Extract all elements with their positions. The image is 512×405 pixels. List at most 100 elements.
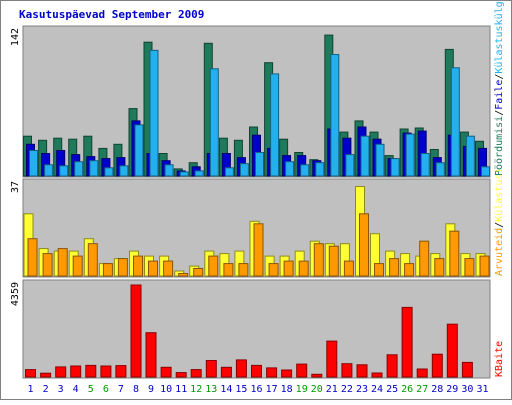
bar-Külastuskülgi-day-16 xyxy=(255,152,264,177)
bar-Arvuteid-day-24 xyxy=(374,263,384,277)
x-label-day-29: 29 xyxy=(446,384,458,395)
bar-Arvuteid-day-10 xyxy=(163,260,174,277)
bar-KBaite-day-28 xyxy=(431,353,443,378)
bar-Külastuskülgi-day-21 xyxy=(330,54,340,177)
bar-KBaite-day-14 xyxy=(220,366,232,378)
chart-panels: 142Pöördumisi/Faile/Külastuskülgi37Arvut… xyxy=(10,0,505,379)
bar-Arvuteid-day-14 xyxy=(223,263,234,277)
bar-Arvuteid-day-6 xyxy=(102,263,113,277)
bar-Külastuskülgi-day-4 xyxy=(74,161,84,177)
x-label-day-23: 23 xyxy=(356,384,368,395)
bar-Külastuskülgi-day-10 xyxy=(164,164,174,177)
bar-Arvuteid-day-20 xyxy=(313,243,324,277)
legend-Külastuskülgi: Külastuskülgi xyxy=(494,0,505,74)
bar-Arvuteid-day-9 xyxy=(148,260,158,277)
bar-Külastuskülgi-day-7 xyxy=(119,165,129,177)
bar-KBaite-day-6 xyxy=(100,365,112,378)
x-label-day-31: 31 xyxy=(476,384,488,395)
x-label-day-1: 1 xyxy=(27,384,33,395)
x-label-day-20: 20 xyxy=(311,384,323,395)
bar-Arvuteid-day-1 xyxy=(27,238,38,277)
bar-Arvuteid-day-22 xyxy=(343,260,354,277)
bar-Arvuteid-day-31 xyxy=(479,255,490,277)
series-KBaite xyxy=(25,284,473,378)
bar-Arvuteid-day-30 xyxy=(464,258,475,277)
legend-separator: / xyxy=(494,74,505,80)
bar-Arvuteid-day-27 xyxy=(419,240,430,277)
series-Arvuteid xyxy=(27,213,490,277)
bar-Külastuskülgi-day-5 xyxy=(89,160,99,177)
bar-Arvuteid-day-2 xyxy=(42,253,53,277)
bar-Arvuteid-day-23 xyxy=(359,213,369,277)
bar-KBaite-day-22 xyxy=(341,363,353,378)
bar-KBaite-day-27 xyxy=(416,368,428,378)
bar-Arvuteid-day-19 xyxy=(298,260,309,277)
panel-kbytes-background xyxy=(22,279,491,379)
x-label-day-10: 10 xyxy=(160,384,172,395)
bar-KBaite-day-9 xyxy=(145,332,157,378)
bar-Arvuteid-day-12 xyxy=(193,268,204,277)
bar-Külastuskülgi-day-24 xyxy=(375,143,385,177)
x-label-day-30: 30 xyxy=(461,384,473,395)
bar-Külastuskülgi-day-15 xyxy=(239,163,249,177)
bar-Külastuskülgi-day-27 xyxy=(420,153,430,177)
bar-Arvuteid-day-29 xyxy=(449,230,460,277)
bar-Külastuskülgi-day-11 xyxy=(179,171,189,177)
bar-KBaite-day-13 xyxy=(205,360,217,378)
bar-Külastuskülgi-day-3 xyxy=(59,165,69,177)
bar-Külastuskülgi-day-31 xyxy=(481,166,490,177)
bar-Arvuteid-day-15 xyxy=(238,263,249,277)
bar-Arvuteid-day-8 xyxy=(133,255,143,277)
bar-Arvuteid-day-17 xyxy=(268,263,279,277)
bar-Arvuteid-day-16 xyxy=(253,223,264,277)
x-label-day-28: 28 xyxy=(431,384,443,395)
panel-kbytes-ymax-label: 4359 xyxy=(10,282,21,306)
bar-Külastuskülgi-day-30 xyxy=(465,135,475,177)
bar-KBaite-day-30 xyxy=(461,361,473,378)
bar-Arvuteid-day-28 xyxy=(434,258,445,277)
chart-title: Kasutuspäevad September 2009 xyxy=(19,8,204,21)
bar-Arvuteid-day-7 xyxy=(117,258,128,277)
x-label-day-11: 11 xyxy=(175,384,187,395)
bar-Külastuskülgi-day-28 xyxy=(435,162,445,177)
bar-Külastuskülgi-day-1 xyxy=(29,150,38,177)
bar-Arvuteid-day-18 xyxy=(283,260,294,277)
legend-KBaite: KBaite xyxy=(494,341,505,377)
bar-KBaite-day-20 xyxy=(311,373,323,378)
x-label-day-3: 3 xyxy=(58,384,64,395)
x-label-day-24: 24 xyxy=(371,384,383,395)
series-Külastuskülgi xyxy=(29,49,490,177)
x-label-day-6: 6 xyxy=(103,384,109,395)
bar-Külastuskülgi-day-29 xyxy=(450,67,460,177)
bar-KBaite-day-5 xyxy=(85,364,97,378)
x-axis-labels: 1 2 3 4 5 6 7 8 9 10 11 12 13 14 15 16 17 18 19 20 21 22 23 24 2… xyxy=(27,384,488,395)
bar-Külastuskülgi-day-25 xyxy=(390,158,400,177)
x-label-day-27: 27 xyxy=(416,384,428,395)
bar-Külastuskülgi-day-20 xyxy=(315,162,325,177)
bar-Külastuskülgi-day-19 xyxy=(300,164,310,177)
bar-Külastuskülgi-day-18 xyxy=(285,161,295,177)
bar-Arvuteid-day-25 xyxy=(389,258,400,277)
bar-Arvuteid-day-5 xyxy=(87,243,98,277)
bar-KBaite-day-18 xyxy=(281,369,293,378)
x-label-day-8: 8 xyxy=(133,384,139,395)
x-label-day-13: 13 xyxy=(205,384,217,395)
legend-Külastusi: Külastusi xyxy=(494,168,505,222)
panel-kbytes: 4359 KBaite xyxy=(10,279,505,379)
bar-Külastuskülgi-day-26 xyxy=(405,133,415,177)
bar-Arvuteid-day-13 xyxy=(208,255,219,277)
bar-Arvuteid-day-26 xyxy=(404,263,415,277)
bar-KBaite-day-7 xyxy=(115,365,127,378)
x-label-day-9: 9 xyxy=(148,384,154,395)
x-label-day-21: 21 xyxy=(326,384,338,395)
bar-Arvuteid-day-4 xyxy=(72,255,83,277)
panel-visits-ymax-label: 37 xyxy=(10,181,21,193)
bar-KBaite-day-19 xyxy=(296,363,308,378)
x-label-day-22: 22 xyxy=(341,384,353,395)
bar-KBaite-day-2 xyxy=(40,372,52,378)
x-label-day-12: 12 xyxy=(190,384,202,395)
x-label-day-5: 5 xyxy=(88,384,94,395)
bar-KBaite-day-17 xyxy=(266,367,278,378)
bar-Arvuteid-day-21 xyxy=(328,245,339,277)
